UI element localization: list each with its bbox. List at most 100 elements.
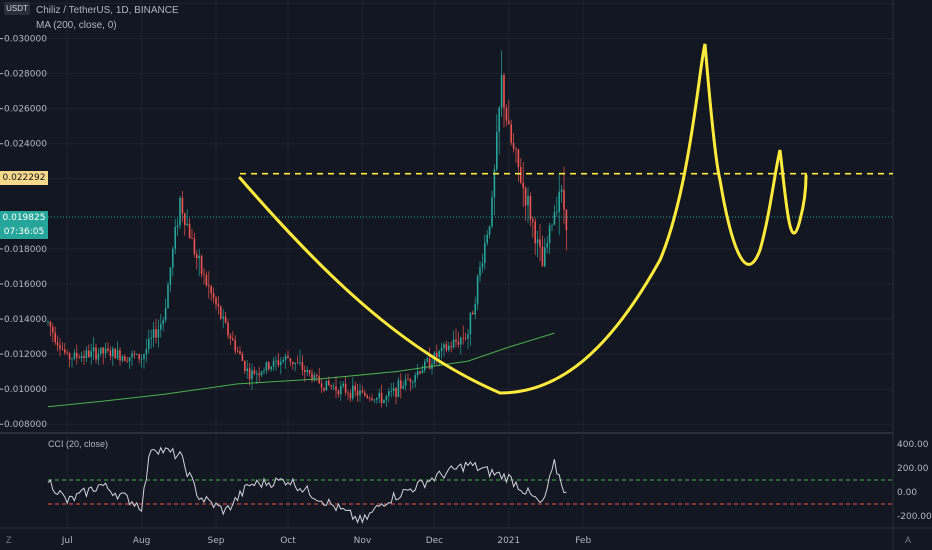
cci-line	[47, 446, 567, 524]
auto-scale-icon[interactable]: A	[905, 535, 912, 545]
candle-body	[265, 362, 268, 371]
candle-body	[126, 361, 128, 362]
candle-body	[316, 375, 318, 377]
candle-body	[66, 352, 68, 354]
candle-body	[448, 345, 450, 351]
candle-body	[150, 337, 152, 339]
candle-body	[116, 350, 119, 359]
candle-body	[232, 338, 234, 341]
candle-body	[450, 345, 452, 348]
cup-and-handle-drawing	[238, 43, 808, 395]
last-price-label: 0.019825	[0, 211, 48, 225]
candle-body	[109, 350, 112, 357]
candle-body	[184, 213, 186, 225]
candle-body	[73, 352, 76, 359]
candle-body	[95, 347, 97, 360]
candle-body	[284, 355, 287, 360]
candle-body	[335, 386, 337, 391]
candle-body	[143, 354, 145, 360]
candle-body	[524, 187, 527, 206]
candle-body	[78, 357, 80, 359]
cci-band-lines	[48, 479, 893, 505]
ma-200-line	[47, 332, 555, 408]
candle-body	[527, 195, 529, 206]
candle-body	[311, 373, 313, 381]
candle-body	[443, 344, 445, 348]
price-tick-label: 0.010000	[4, 385, 47, 395]
candle-body	[241, 354, 244, 362]
candle-body	[424, 361, 426, 371]
candle-body	[227, 322, 229, 336]
candle-body	[97, 353, 100, 360]
candle-body	[563, 189, 565, 210]
candle-body	[332, 386, 335, 388]
candle-body	[148, 338, 150, 350]
candle-body	[71, 358, 73, 360]
time-tick-label: Dec	[426, 536, 443, 546]
candle-body	[208, 285, 210, 287]
candle-body	[404, 379, 407, 386]
candle-body	[426, 358, 428, 362]
candle-body	[246, 368, 248, 371]
candle-body	[160, 324, 162, 330]
candle-body	[486, 234, 488, 243]
candle-body	[328, 380, 330, 386]
candle-body	[133, 353, 136, 355]
candle-body	[325, 380, 328, 391]
candle-body	[347, 392, 349, 394]
candle-body	[469, 312, 472, 335]
bar-countdown-label: 07:36:05	[0, 225, 48, 239]
candle-body	[452, 339, 455, 348]
candle-body	[263, 370, 265, 372]
candle-body	[131, 353, 133, 358]
candle-body	[251, 370, 253, 380]
candle-body	[198, 255, 200, 259]
candle-body	[368, 397, 371, 399]
time-tick-label: Jul	[61, 536, 73, 546]
price-tick-label: 0.024000	[4, 140, 47, 150]
candle-body	[505, 107, 508, 121]
candle-body	[481, 263, 484, 268]
candle-body	[440, 347, 443, 352]
time-tick-label: Oct	[280, 536, 296, 546]
cci-indicator-label[interactable]: CCI (20, close)	[48, 439, 109, 449]
candle-body	[301, 362, 304, 371]
candle-body	[196, 254, 198, 259]
candle-body	[532, 219, 534, 222]
currency-badge[interactable]: USDT	[4, 2, 30, 15]
candle-body	[59, 345, 61, 349]
candle-body	[76, 352, 78, 358]
zoom-icon[interactable]: Z	[6, 535, 12, 545]
candle-body	[270, 366, 272, 370]
price-tick-label: 0.028000	[4, 70, 47, 80]
candle-body	[90, 351, 92, 357]
candle-body	[244, 361, 246, 371]
time-tick-label: Nov	[354, 536, 372, 546]
grid-lines	[0, 0, 893, 528]
candle-body	[239, 351, 241, 355]
candle-body	[421, 370, 424, 374]
candle-body	[371, 398, 373, 401]
symbol-title: Chiliz / TetherUS, 1D, BINANCE	[36, 5, 179, 16]
candle-body	[383, 399, 385, 404]
candle-body	[104, 348, 107, 354]
time-tick-label: 2021	[497, 536, 520, 546]
candle-body	[517, 149, 520, 168]
time-tick-label: Aug	[133, 536, 151, 546]
candle-body	[100, 347, 102, 354]
candle-body	[536, 239, 539, 244]
candle-body	[436, 352, 438, 357]
price-tick-label: 0.026000	[4, 105, 47, 115]
ma-indicator-label[interactable]: MA (200, close, 0)	[36, 20, 117, 31]
candle-body	[47, 321, 49, 323]
candle-body	[565, 209, 568, 230]
candle-body	[80, 356, 83, 359]
candle-body	[313, 375, 316, 381]
candle-body	[366, 395, 368, 398]
candle-body	[474, 304, 476, 315]
candle-body	[464, 338, 467, 340]
candle-body	[205, 274, 208, 286]
candle-body	[229, 335, 232, 339]
candle-body	[145, 349, 148, 355]
